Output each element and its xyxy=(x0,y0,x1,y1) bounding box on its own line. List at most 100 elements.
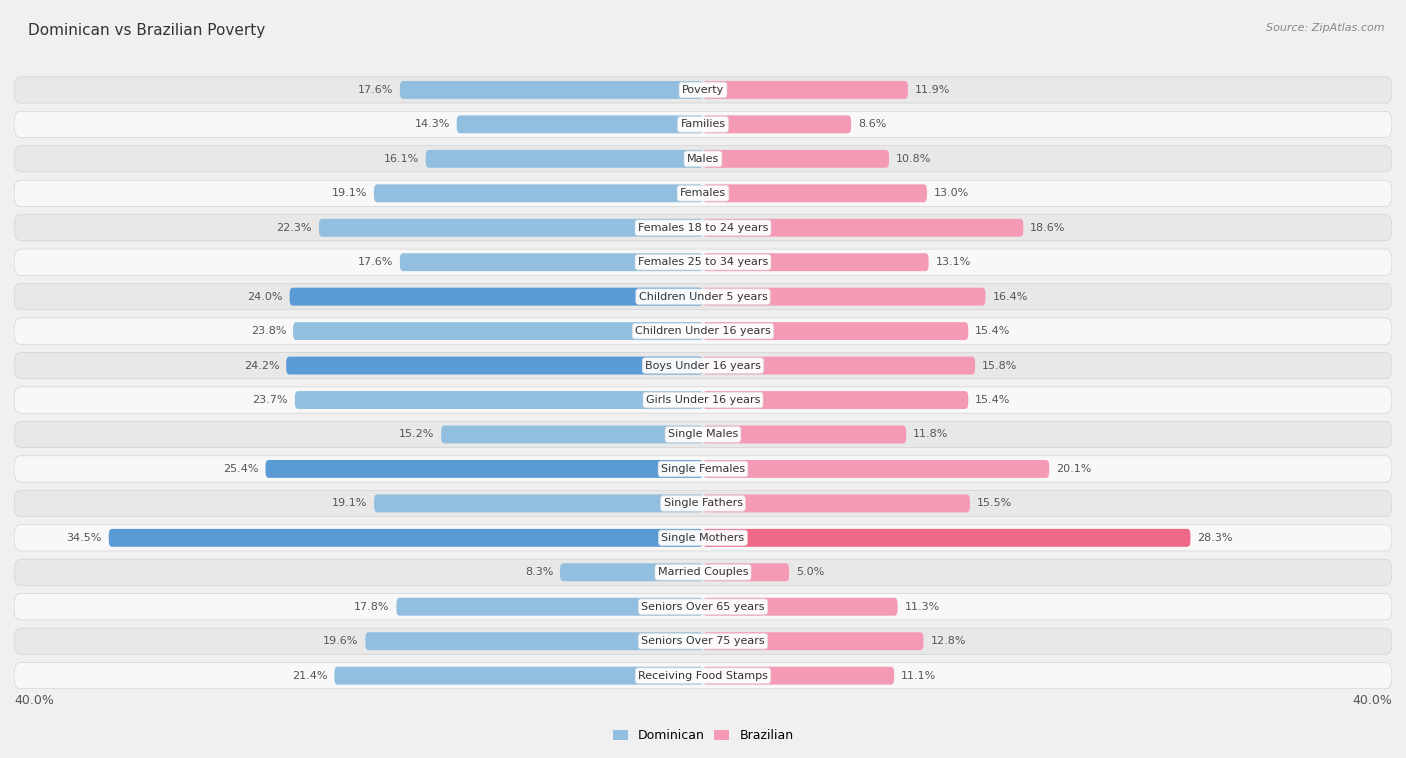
Text: 12.8%: 12.8% xyxy=(931,636,966,647)
Text: Single Females: Single Females xyxy=(661,464,745,474)
Text: 15.5%: 15.5% xyxy=(977,498,1012,509)
FancyBboxPatch shape xyxy=(703,253,928,271)
Text: 15.8%: 15.8% xyxy=(981,361,1018,371)
FancyBboxPatch shape xyxy=(703,425,907,443)
FancyBboxPatch shape xyxy=(14,662,1392,689)
FancyBboxPatch shape xyxy=(14,77,1392,103)
Text: Receiving Food Stamps: Receiving Food Stamps xyxy=(638,671,768,681)
Text: 24.0%: 24.0% xyxy=(247,292,283,302)
Text: 34.5%: 34.5% xyxy=(66,533,101,543)
Text: 21.4%: 21.4% xyxy=(292,671,328,681)
Text: Girls Under 16 years: Girls Under 16 years xyxy=(645,395,761,405)
Text: 19.1%: 19.1% xyxy=(332,498,367,509)
Text: 16.1%: 16.1% xyxy=(384,154,419,164)
Text: Children Under 5 years: Children Under 5 years xyxy=(638,292,768,302)
Text: 19.1%: 19.1% xyxy=(332,188,367,199)
Text: 16.4%: 16.4% xyxy=(993,292,1028,302)
FancyBboxPatch shape xyxy=(14,146,1392,172)
FancyBboxPatch shape xyxy=(703,219,1024,236)
FancyBboxPatch shape xyxy=(703,598,897,615)
FancyBboxPatch shape xyxy=(703,288,986,305)
Text: 24.2%: 24.2% xyxy=(243,361,280,371)
Legend: Dominican, Brazilian: Dominican, Brazilian xyxy=(607,724,799,747)
Text: Married Couples: Married Couples xyxy=(658,567,748,578)
FancyBboxPatch shape xyxy=(287,356,703,374)
Text: Boys Under 16 years: Boys Under 16 years xyxy=(645,361,761,371)
Text: Single Mothers: Single Mothers xyxy=(661,533,745,543)
FancyBboxPatch shape xyxy=(374,184,703,202)
FancyBboxPatch shape xyxy=(14,180,1392,206)
Text: Single Fathers: Single Fathers xyxy=(664,498,742,509)
FancyBboxPatch shape xyxy=(14,456,1392,482)
FancyBboxPatch shape xyxy=(14,628,1392,654)
Text: 10.8%: 10.8% xyxy=(896,154,931,164)
FancyBboxPatch shape xyxy=(14,594,1392,620)
FancyBboxPatch shape xyxy=(14,318,1392,344)
FancyBboxPatch shape xyxy=(703,529,1191,547)
FancyBboxPatch shape xyxy=(14,490,1392,516)
FancyBboxPatch shape xyxy=(366,632,703,650)
FancyBboxPatch shape xyxy=(14,249,1392,275)
FancyBboxPatch shape xyxy=(295,391,703,409)
Text: 13.1%: 13.1% xyxy=(935,257,970,268)
Text: 5.0%: 5.0% xyxy=(796,567,824,578)
FancyBboxPatch shape xyxy=(14,283,1392,310)
FancyBboxPatch shape xyxy=(292,322,703,340)
Text: 17.6%: 17.6% xyxy=(357,85,392,95)
FancyBboxPatch shape xyxy=(396,598,703,615)
FancyBboxPatch shape xyxy=(703,81,908,99)
Text: 23.8%: 23.8% xyxy=(250,326,287,336)
Text: 8.6%: 8.6% xyxy=(858,119,886,130)
Text: Females 18 to 24 years: Females 18 to 24 years xyxy=(638,223,768,233)
Text: 40.0%: 40.0% xyxy=(1353,694,1392,707)
Text: 19.6%: 19.6% xyxy=(323,636,359,647)
Text: 15.2%: 15.2% xyxy=(399,430,434,440)
Text: 11.9%: 11.9% xyxy=(915,85,950,95)
FancyBboxPatch shape xyxy=(441,425,703,443)
Text: 17.6%: 17.6% xyxy=(357,257,392,268)
FancyBboxPatch shape xyxy=(703,563,789,581)
Text: 11.1%: 11.1% xyxy=(901,671,936,681)
FancyBboxPatch shape xyxy=(703,356,976,374)
Text: 18.6%: 18.6% xyxy=(1031,223,1066,233)
FancyBboxPatch shape xyxy=(335,667,703,684)
Text: 15.4%: 15.4% xyxy=(976,326,1011,336)
FancyBboxPatch shape xyxy=(399,253,703,271)
FancyBboxPatch shape xyxy=(703,460,1049,478)
FancyBboxPatch shape xyxy=(14,352,1392,379)
FancyBboxPatch shape xyxy=(290,288,703,305)
Text: 25.4%: 25.4% xyxy=(224,464,259,474)
Text: 22.3%: 22.3% xyxy=(277,223,312,233)
Text: Females 25 to 34 years: Females 25 to 34 years xyxy=(638,257,768,268)
FancyBboxPatch shape xyxy=(703,184,927,202)
FancyBboxPatch shape xyxy=(426,150,703,168)
FancyBboxPatch shape xyxy=(560,563,703,581)
FancyBboxPatch shape xyxy=(399,81,703,99)
Text: 17.8%: 17.8% xyxy=(354,602,389,612)
FancyBboxPatch shape xyxy=(703,494,970,512)
Text: 14.3%: 14.3% xyxy=(415,119,450,130)
FancyBboxPatch shape xyxy=(14,111,1392,137)
Text: Males: Males xyxy=(688,154,718,164)
Text: Children Under 16 years: Children Under 16 years xyxy=(636,326,770,336)
FancyBboxPatch shape xyxy=(703,322,969,340)
FancyBboxPatch shape xyxy=(266,460,703,478)
FancyBboxPatch shape xyxy=(14,387,1392,413)
FancyBboxPatch shape xyxy=(14,215,1392,241)
Text: 20.1%: 20.1% xyxy=(1056,464,1091,474)
FancyBboxPatch shape xyxy=(703,391,969,409)
FancyBboxPatch shape xyxy=(457,115,703,133)
Text: Dominican vs Brazilian Poverty: Dominican vs Brazilian Poverty xyxy=(28,23,266,38)
FancyBboxPatch shape xyxy=(14,525,1392,551)
FancyBboxPatch shape xyxy=(703,115,851,133)
Text: Single Males: Single Males xyxy=(668,430,738,440)
FancyBboxPatch shape xyxy=(319,219,703,236)
Text: 23.7%: 23.7% xyxy=(253,395,288,405)
Text: 28.3%: 28.3% xyxy=(1198,533,1233,543)
FancyBboxPatch shape xyxy=(703,667,894,684)
Text: Seniors Over 75 years: Seniors Over 75 years xyxy=(641,636,765,647)
Text: 11.3%: 11.3% xyxy=(904,602,939,612)
Text: 40.0%: 40.0% xyxy=(14,694,53,707)
Text: 8.3%: 8.3% xyxy=(524,567,553,578)
FancyBboxPatch shape xyxy=(14,421,1392,447)
